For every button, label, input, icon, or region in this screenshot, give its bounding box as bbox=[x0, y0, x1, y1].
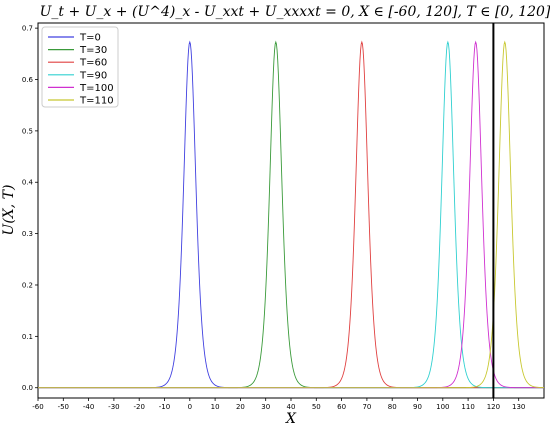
legend: T=0T=30 T=60T=90 T=100 T=110 bbox=[41, 26, 119, 108]
x-tick-label: 130 bbox=[512, 403, 525, 411]
x-tick-label: -30 bbox=[108, 403, 119, 411]
x-tick-label: 60 bbox=[337, 403, 346, 411]
x-tick-label: 40 bbox=[287, 403, 296, 411]
y-axis-ticks: 0.0 0.1 0.2 0.3 0.4 0.5 0.6 0.7 bbox=[22, 25, 38, 392]
legend-label: T=30 bbox=[79, 45, 107, 56]
legend-label: T=100 bbox=[79, 83, 114, 94]
legend-label: T=60 bbox=[79, 58, 107, 69]
y-tick-label: 0.4 bbox=[22, 179, 34, 187]
x-tick-label: 100 bbox=[436, 403, 449, 411]
x-tick-label: 110 bbox=[461, 403, 474, 411]
x-axis-ticks: -60 -50 -40 -30 -20 -10 0 10 20 30 40 50 60 70 80 90 100… bbox=[32, 398, 525, 411]
legend-label: T=110 bbox=[79, 96, 114, 107]
x-tick-label: -50 bbox=[58, 403, 69, 411]
x-tick-label: 30 bbox=[261, 403, 270, 411]
y-tick-label: 0.7 bbox=[22, 25, 33, 33]
x-tick-label: 50 bbox=[312, 403, 321, 411]
y-tick-label: 0.1 bbox=[22, 333, 33, 341]
legend-label: T=90 bbox=[79, 70, 107, 81]
legend-label: T=0 bbox=[79, 33, 101, 44]
x-tick-label: -20 bbox=[133, 403, 144, 411]
x-tick-label: -60 bbox=[32, 403, 43, 411]
y-tick-label: 0.0 bbox=[22, 384, 33, 392]
y-tick-label: 0.3 bbox=[22, 230, 33, 238]
x-tick-label: -40 bbox=[83, 403, 94, 411]
series-curves bbox=[38, 40, 544, 389]
x-tick-label: 120 bbox=[487, 403, 500, 411]
x-axis-label: X bbox=[285, 411, 297, 427]
x-tick-label: 0 bbox=[188, 403, 192, 411]
x-tick-label: 10 bbox=[211, 403, 220, 411]
chart-title: U_t + U_x + (U^4)_x - U_xxt + U_xxxxt = … bbox=[40, 4, 550, 20]
y-tick-label: 0.5 bbox=[22, 127, 33, 135]
x-tick-label: 20 bbox=[236, 403, 245, 411]
x-tick-label: 90 bbox=[413, 403, 422, 411]
y-axis-label: U(X, T) bbox=[1, 185, 17, 236]
series-line-t-110 bbox=[38, 40, 544, 389]
x-tick-label: -10 bbox=[159, 403, 170, 411]
x-tick-label: 80 bbox=[388, 403, 397, 411]
y-tick-label: 0.2 bbox=[22, 281, 33, 289]
y-tick-label: 0.6 bbox=[22, 76, 34, 84]
x-tick-label: 70 bbox=[362, 403, 371, 411]
